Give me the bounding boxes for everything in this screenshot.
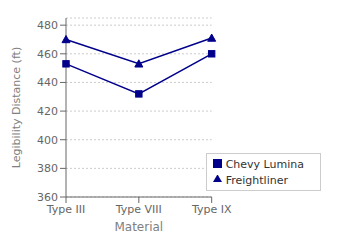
svg-text:Type VIII: Type VIII <box>115 203 162 216</box>
svg-text:460: 460 <box>37 48 58 61</box>
svg-text:380: 380 <box>37 162 58 175</box>
svg-text:480: 480 <box>37 19 58 32</box>
svg-text:440: 440 <box>37 76 58 89</box>
html-text:Chevy Lumina: Chevy Lumina <box>225 158 304 171</box>
svg-text:Type III: Type III <box>46 203 86 216</box>
svg-text:Legibility Distance (ft): Legibility Distance (ft) <box>10 47 23 168</box>
svg-text:400: 400 <box>37 134 58 147</box>
svg-text:Type IX: Type IX <box>191 203 232 216</box>
html-text:Freightliner: Freightliner <box>225 174 288 187</box>
svg-text:Material: Material <box>114 220 163 234</box>
svg-text:360: 360 <box>37 191 58 204</box>
svg-text:420: 420 <box>37 105 58 118</box>
